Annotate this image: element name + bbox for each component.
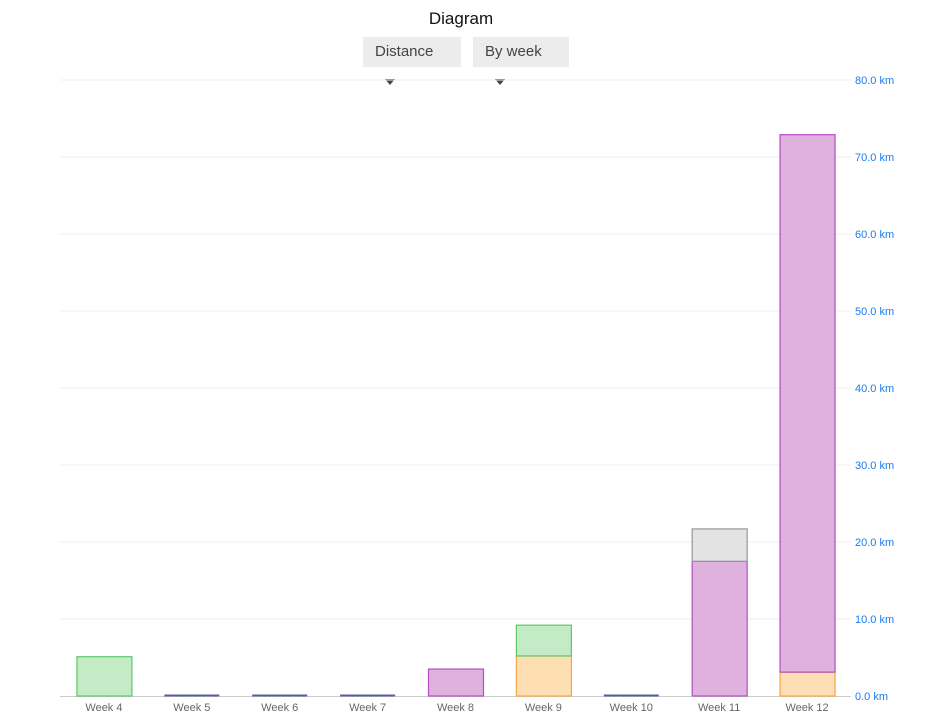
x-tick-label: Week 8 [437, 702, 474, 714]
x-tick-label: Week 6 [261, 702, 298, 714]
bar-segment [691, 560, 748, 697]
bar-segment [427, 668, 485, 697]
y-tick-label: 0.0 km [855, 691, 888, 703]
bar-segment [515, 655, 572, 697]
y-tick-label: 40.0 km [855, 383, 894, 395]
metric-dropdown[interactable]: Distance [363, 37, 461, 86]
y-tick-label: 50.0 km [855, 306, 894, 318]
x-tick-label: Week 5 [173, 702, 210, 714]
bar-segment [779, 671, 836, 697]
y-tick-label: 10.0 km [855, 614, 894, 626]
x-tick-label: Week 10 [610, 702, 653, 714]
period-dropdown[interactable]: By week [473, 37, 569, 86]
y-tick-label: 70.0 km [855, 152, 894, 164]
metric-dropdown-label: Distance [375, 43, 434, 60]
period-dropdown-label: By week [485, 43, 542, 60]
x-tick-label: Week 11 [698, 702, 740, 714]
caret-down-icon [385, 79, 395, 86]
x-tick-label: Week 9 [525, 702, 562, 714]
bar-segment [779, 134, 836, 673]
x-tick-label: Week 7 [349, 702, 386, 714]
chart-title: Diagram [428, 9, 494, 28]
y-tick-label: 80.0 km [855, 75, 894, 87]
caret-down-icon [495, 79, 505, 86]
y-tick-label: 60.0 km [855, 229, 894, 241]
bar-segment [691, 528, 748, 562]
bar-segment [515, 624, 572, 657]
x-tick-label: Week 4 [85, 702, 122, 714]
y-tick-label: 20.0 km [855, 537, 894, 549]
bar-segment [76, 656, 133, 697]
y-tick-label: 30.0 km [855, 460, 894, 472]
x-tick-label: Week 12 [785, 702, 828, 714]
